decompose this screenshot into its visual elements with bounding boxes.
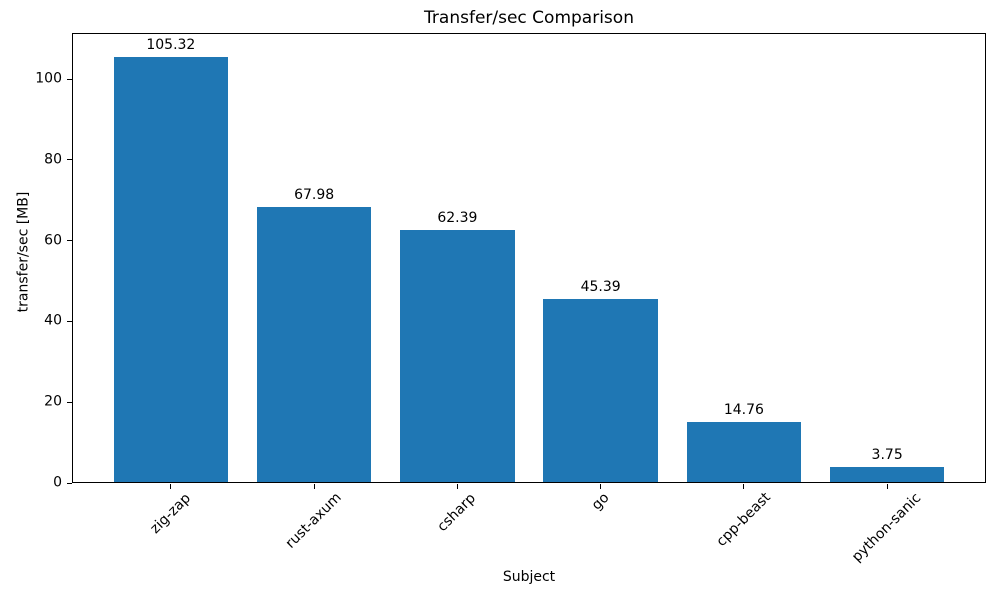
bar-value-label: 3.75: [871, 446, 903, 463]
y-tick-label: 80: [44, 151, 62, 168]
bar: [256, 207, 372, 482]
x-tick-mark: [886, 484, 888, 489]
x-tick-mark: [600, 484, 602, 489]
bar-value-label: 45.39: [580, 278, 621, 295]
bar-value-label: 105.32: [146, 36, 196, 53]
y-tick-mark: [67, 78, 72, 80]
bar: [543, 298, 658, 482]
y-tick-mark: [67, 401, 72, 403]
bar: [400, 229, 515, 482]
x-tick-label: rust-axum: [282, 490, 345, 553]
y-tick-mark: [67, 159, 72, 161]
y-tick-label: 60: [44, 232, 62, 249]
y-tick-mark: [67, 240, 72, 242]
bar-value-label: 62.39: [437, 209, 478, 226]
y-tick-mark: [67, 320, 72, 322]
y-tick-label: 100: [35, 70, 62, 87]
y-tick-label: 20: [44, 393, 62, 410]
bar: [829, 466, 945, 482]
bar: [113, 56, 229, 482]
bar: [686, 422, 802, 482]
y-tick-mark: [67, 482, 72, 484]
x-tick-label: python-sanic: [849, 489, 925, 566]
x-tick-mark: [313, 484, 315, 489]
y-tick-label: 40: [44, 312, 62, 329]
bar-value-label: 14.76: [723, 402, 764, 419]
x-tick-label: zig-zap: [147, 489, 194, 537]
x-tick-mark: [743, 484, 745, 489]
x-tick-label: csharp: [434, 489, 480, 535]
x-tick-mark: [456, 484, 458, 489]
x-tick-mark: [170, 484, 172, 489]
chart-title: Transfer/sec Comparison: [424, 8, 634, 28]
x-tick-label: cpp-beast: [713, 489, 774, 551]
x-axis-label: Subject: [502, 569, 556, 585]
bar-value-label: 67.98: [294, 187, 335, 204]
y-tick-label: 0: [53, 474, 62, 491]
y-axis-label: transfer/sec [MB]: [15, 191, 32, 313]
plot-area: [72, 33, 986, 483]
x-tick-label: go: [588, 489, 613, 514]
